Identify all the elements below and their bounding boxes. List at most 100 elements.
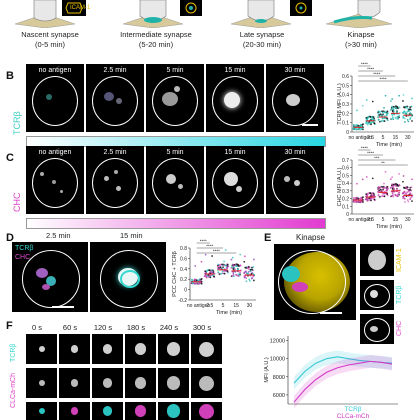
data-point xyxy=(377,110,380,113)
data-point xyxy=(353,200,356,202)
data-point xyxy=(398,114,400,117)
data-point xyxy=(396,193,399,196)
data-point xyxy=(377,116,380,119)
data-point xyxy=(210,274,212,277)
data-point xyxy=(406,107,409,110)
e-icam1-tile xyxy=(360,244,394,276)
legend-entry: TCRβ xyxy=(344,406,361,413)
d-overlay-label-chc: CHC xyxy=(15,254,31,261)
data-point xyxy=(221,263,223,266)
panel-b-letter: B xyxy=(6,70,14,82)
y-tick-label: 0.3 xyxy=(342,102,349,108)
data-point xyxy=(409,186,412,189)
data-point xyxy=(209,276,212,279)
data-point xyxy=(220,272,223,275)
x-tick-label: 5 xyxy=(222,303,225,309)
data-point xyxy=(402,197,405,199)
cell-outline xyxy=(152,158,198,208)
data-point xyxy=(370,197,373,200)
scale-bar xyxy=(52,306,74,308)
stage-kinapse: Kinapse (>30 min) xyxy=(345,30,377,49)
data-point xyxy=(370,123,372,126)
data-point xyxy=(392,195,395,198)
f-time-label: 300 s xyxy=(192,323,212,332)
f-timelapse-tile xyxy=(125,334,156,364)
data-point xyxy=(386,187,389,190)
data-point xyxy=(353,125,356,128)
data-point xyxy=(406,191,409,194)
data-point xyxy=(210,269,213,272)
data-point xyxy=(365,193,368,196)
data-point xyxy=(411,200,413,203)
data-point xyxy=(402,100,404,102)
data-point xyxy=(248,278,251,281)
data-point xyxy=(365,116,368,119)
data-point xyxy=(231,274,234,277)
data-point xyxy=(193,282,196,285)
data-point xyxy=(402,115,405,118)
data-point xyxy=(377,190,380,193)
data-point xyxy=(380,195,383,198)
data-point xyxy=(404,192,407,195)
significance-label: *** xyxy=(374,156,380,161)
f-timelapse-tile xyxy=(26,368,57,398)
y-tick-label: 0.8 xyxy=(180,246,187,252)
data-point xyxy=(377,193,380,196)
data-point xyxy=(205,272,207,274)
y-tick-label: 0.6 xyxy=(342,74,349,80)
stage-nascent: Nascent synapse (0-5 min) xyxy=(21,30,79,49)
data-point xyxy=(239,253,242,256)
data-point xyxy=(398,173,401,175)
b-tile-label: 2.5 min xyxy=(103,67,127,74)
f-timelapse-tile xyxy=(92,368,123,398)
data-point xyxy=(386,117,389,120)
x-axis-title: Time (min) xyxy=(376,224,402,230)
b-tile-no-antigen: no antigen xyxy=(26,64,84,132)
e-tcr-tile xyxy=(360,280,394,310)
data-point xyxy=(235,265,238,267)
data-point xyxy=(205,269,208,272)
data-point xyxy=(398,184,401,187)
data-point xyxy=(211,271,214,274)
late-synapse-cartoon xyxy=(230,0,292,28)
data-point xyxy=(383,107,385,109)
data-point xyxy=(407,120,410,123)
data-point xyxy=(368,122,371,125)
x-tick-label: no antigen xyxy=(349,135,373,141)
c-tile-label: 5 min xyxy=(166,149,184,156)
data-point xyxy=(406,199,409,201)
y-tick-label: 0.2 xyxy=(180,277,187,283)
data-point xyxy=(360,197,363,200)
f-timelapse-tile xyxy=(191,368,222,398)
data-point xyxy=(366,195,368,197)
data-point xyxy=(382,111,385,114)
x-tick-label: 5 xyxy=(382,135,385,141)
data-point xyxy=(403,110,405,113)
scale-bar xyxy=(302,124,318,126)
data-point xyxy=(384,94,387,97)
y-tick-label: 0.2 xyxy=(342,197,349,203)
f-timelapse-tile xyxy=(158,402,189,420)
data-point xyxy=(409,106,412,109)
data-point xyxy=(411,120,413,122)
data-point xyxy=(353,127,356,130)
panel-c-letter: C xyxy=(6,152,14,164)
b-tile-15-min: 15 min xyxy=(206,64,264,132)
data-point xyxy=(244,266,247,269)
data-point xyxy=(239,271,241,274)
data-point xyxy=(218,273,221,276)
data-point xyxy=(391,192,394,195)
x-axis-title: Time (min) xyxy=(376,142,402,148)
data-point xyxy=(398,191,400,194)
data-point xyxy=(386,112,389,115)
significance-label: **** xyxy=(367,67,374,72)
data-point xyxy=(391,116,394,119)
data-point xyxy=(384,170,387,173)
cell-outline xyxy=(278,250,346,314)
data-point xyxy=(411,178,413,181)
data-point xyxy=(225,267,228,269)
data-point xyxy=(378,187,381,190)
cell-outline xyxy=(212,158,258,208)
b-tile-5-min: 5 min xyxy=(146,64,204,132)
f-time-label: 120 s xyxy=(93,323,113,332)
